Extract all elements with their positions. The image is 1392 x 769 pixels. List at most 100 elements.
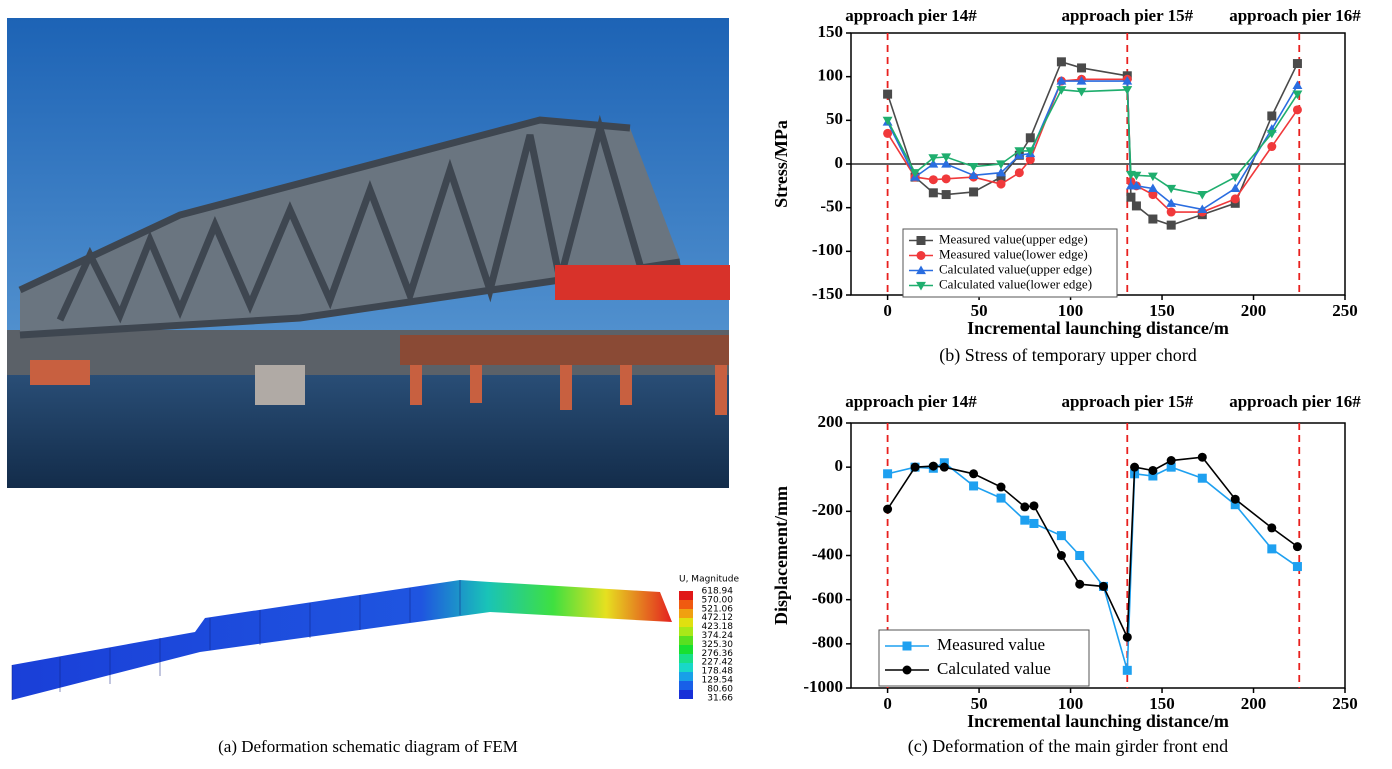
marker — [1029, 501, 1039, 511]
x-tick-label: 150 — [1149, 301, 1175, 320]
y-tick-label: 100 — [818, 66, 844, 85]
y-tick-label: -200 — [812, 500, 843, 519]
y-tick-label: 0 — [835, 153, 844, 172]
fem-colorbar: 618.94570.00521.06472.12423.18374.24325.… — [679, 587, 734, 703]
marker — [910, 169, 920, 178]
marker — [1230, 183, 1241, 193]
y-axis-label: Stress/MPa — [771, 120, 791, 208]
legend-box — [878, 629, 1090, 687]
marker — [1056, 57, 1066, 67]
marker — [1131, 201, 1141, 211]
marker — [1230, 500, 1240, 510]
marker — [996, 172, 1006, 182]
marker — [1014, 147, 1025, 156]
marker — [1122, 76, 1133, 85]
marker — [1122, 86, 1133, 95]
marker — [996, 160, 1006, 169]
y-tick-label: -100 — [812, 240, 843, 259]
caption: (a) Deformation schematic diagram of FEM — [218, 737, 518, 756]
x-tick-label: 100 — [1058, 301, 1084, 320]
marker — [969, 481, 979, 491]
y-tick-label: -600 — [812, 589, 843, 608]
x-tick-label: 50 — [971, 301, 988, 320]
marker — [928, 154, 939, 163]
colorbar-label: 325.30 — [702, 640, 734, 650]
pier-label: approach pier 15# — [1061, 392, 1193, 411]
marker — [1131, 180, 1142, 190]
marker — [1122, 632, 1132, 642]
legend-label: Calculated value(upper edge) — [939, 261, 1092, 276]
colorbar-title: U, Magnitude — [679, 575, 739, 585]
marker — [883, 504, 893, 514]
x-axis-label: Incremental launching distance/m — [967, 711, 1229, 731]
pier-label: approach pier 15# — [1061, 6, 1193, 25]
marker — [1292, 90, 1303, 100]
marker — [1014, 168, 1024, 178]
legend-marker — [916, 281, 926, 291]
marker — [1056, 531, 1066, 541]
marker — [1025, 147, 1036, 156]
colorbar-label: 178.48 — [702, 667, 734, 677]
marker — [1267, 111, 1277, 121]
marker — [996, 167, 1006, 177]
marker — [1126, 192, 1136, 202]
colorbar-label: 472.12 — [702, 613, 734, 623]
colorbar-label: 80.60 — [707, 684, 733, 694]
marker — [1166, 456, 1176, 466]
marker — [1020, 515, 1030, 525]
x-tick-label: 250 — [1332, 694, 1358, 713]
colorbar-swatch — [679, 600, 693, 609]
colorbar-swatch — [679, 681, 693, 690]
marker — [910, 462, 920, 472]
marker — [1076, 76, 1087, 85]
marker — [882, 116, 893, 126]
marker — [1025, 133, 1035, 143]
marker — [1230, 173, 1241, 183]
marker — [1166, 198, 1177, 207]
x-tick-label: 50 — [971, 694, 988, 713]
colorbar-swatch — [679, 663, 693, 672]
marker — [1197, 452, 1207, 462]
y-tick-label: -1000 — [803, 677, 843, 696]
legend-marker — [902, 641, 912, 651]
fem-model — [11, 580, 672, 700]
marker — [1147, 172, 1158, 182]
marker — [1197, 190, 1208, 200]
marker — [928, 159, 939, 168]
y-tick-label: 200 — [818, 412, 844, 431]
colorbar-label: 129.54 — [702, 676, 734, 686]
legend-label: Measured value — [937, 635, 1045, 654]
colorbar-swatch — [679, 636, 693, 645]
colorbar-swatch — [679, 690, 693, 699]
x-tick-label: 150 — [1149, 694, 1175, 713]
marker — [1166, 184, 1177, 194]
marker — [1292, 105, 1302, 115]
legend-label: Measured value(lower edge) — [939, 246, 1088, 261]
marker — [1292, 59, 1302, 69]
x-tick-label: 0 — [883, 301, 892, 320]
x-axis-label: Incremental launching distance/m — [967, 318, 1229, 338]
marker — [1025, 155, 1035, 165]
marker — [1166, 207, 1176, 217]
marker — [883, 469, 893, 479]
marker — [1230, 194, 1240, 204]
x-tick-label: 200 — [1241, 694, 1267, 713]
x-tick-label: 0 — [883, 694, 892, 713]
colorbar-swatch — [679, 654, 693, 663]
colorbar-label: 423.18 — [702, 622, 734, 632]
marker — [1267, 142, 1277, 152]
legend-label: Calculated value(lower edge) — [939, 276, 1092, 291]
y-tick-label: -800 — [812, 633, 843, 652]
caption: (b) Stress of temporary upper chord — [939, 345, 1196, 366]
colorbar-swatch — [679, 618, 693, 627]
marker — [1148, 190, 1158, 200]
marker — [1122, 665, 1132, 675]
marker — [1166, 462, 1176, 472]
marker — [1020, 502, 1030, 512]
marker — [1056, 551, 1066, 560]
marker — [1292, 542, 1302, 552]
y-axis-label: Displacement/mm — [771, 486, 791, 625]
legend-label: Measured value(upper edge) — [939, 231, 1088, 246]
marker — [1148, 214, 1158, 224]
